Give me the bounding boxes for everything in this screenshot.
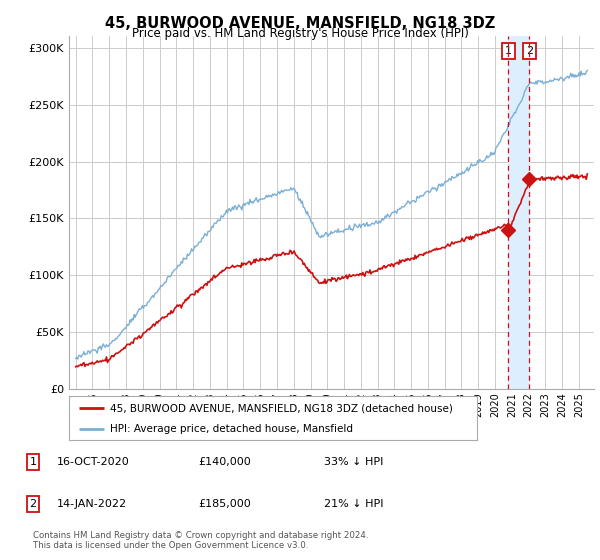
Text: £140,000: £140,000 — [198, 457, 251, 467]
Text: 1: 1 — [29, 457, 37, 467]
Text: 1: 1 — [505, 46, 512, 56]
Text: 45, BURWOOD AVENUE, MANSFIELD, NG18 3DZ: 45, BURWOOD AVENUE, MANSFIELD, NG18 3DZ — [105, 16, 495, 31]
Text: 2: 2 — [29, 499, 37, 509]
Text: Contains HM Land Registry data © Crown copyright and database right 2024.
This d: Contains HM Land Registry data © Crown c… — [33, 530, 368, 550]
Text: 14-JAN-2022: 14-JAN-2022 — [57, 499, 127, 509]
Text: 16-OCT-2020: 16-OCT-2020 — [57, 457, 130, 467]
Text: 21% ↓ HPI: 21% ↓ HPI — [324, 499, 383, 509]
Text: 2: 2 — [526, 46, 533, 56]
Text: Price paid vs. HM Land Registry's House Price Index (HPI): Price paid vs. HM Land Registry's House … — [131, 27, 469, 40]
Bar — [508, 36, 529, 389]
Text: 45, BURWOOD AVENUE, MANSFIELD, NG18 3DZ (detached house): 45, BURWOOD AVENUE, MANSFIELD, NG18 3DZ … — [110, 403, 452, 413]
Text: £185,000: £185,000 — [198, 499, 251, 509]
Text: 33% ↓ HPI: 33% ↓ HPI — [324, 457, 383, 467]
Text: HPI: Average price, detached house, Mansfield: HPI: Average price, detached house, Mans… — [110, 424, 353, 433]
